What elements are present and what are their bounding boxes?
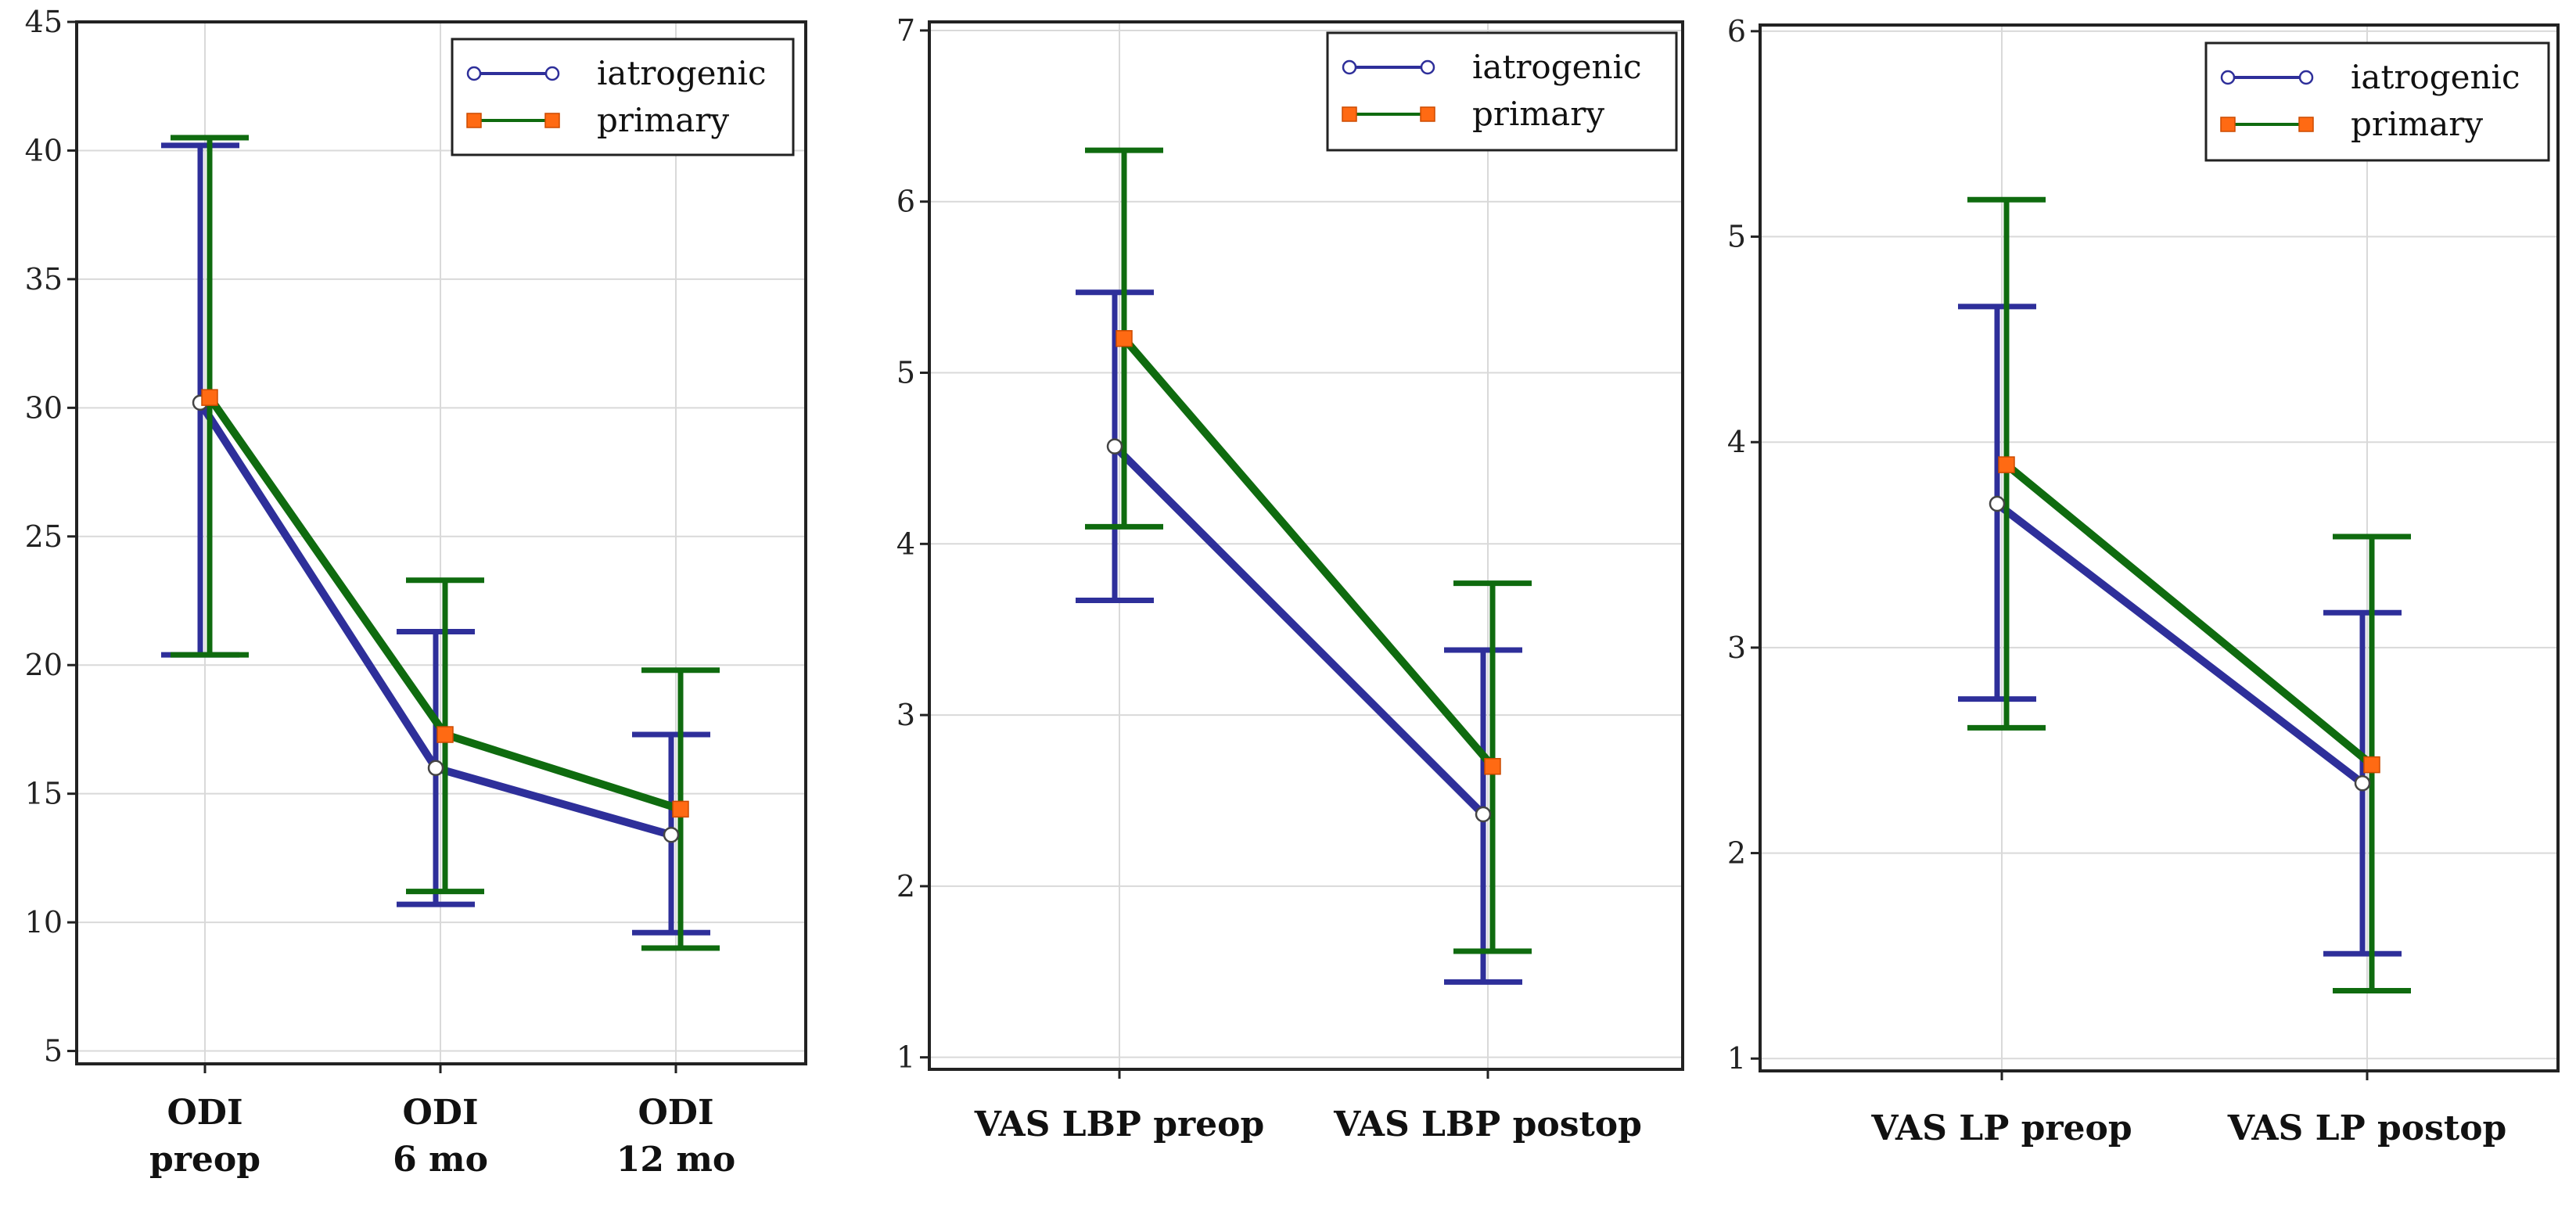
- legend-box: [2204, 41, 2550, 162]
- legend-marker-iatrogenic: [2298, 70, 2314, 85]
- data-point-primary: [1116, 330, 1133, 347]
- legend-label-primary: primary: [2351, 105, 2483, 143]
- legend-marker-primary: [1342, 106, 1357, 122]
- series-line-primary: [1121, 336, 1496, 770]
- data-point-iatrogenic: [2354, 775, 2371, 792]
- legend-label-iatrogenic: iatrogenic: [1472, 48, 1641, 86]
- y-tick-label: 1: [1727, 1041, 1746, 1076]
- x-category-label: 6 mo: [393, 1140, 488, 1180]
- legend-marker-primary: [2220, 117, 2236, 132]
- plot-frame: [928, 20, 1684, 1071]
- legend-label-primary: primary: [1472, 95, 1604, 133]
- x-category-label: ODI: [402, 1093, 478, 1133]
- x-category-label: VAS LP preop: [1870, 1108, 2132, 1148]
- x-category-label: preop: [149, 1140, 260, 1180]
- y-tick-label: 3: [896, 698, 915, 732]
- legend-marker-iatrogenic: [466, 66, 482, 81]
- legend: iatrogenic primary: [451, 38, 795, 156]
- chart-panel-2: 1 2 3 4 5 6 7 VAS LBP preop VAS LBP postop iatrog…: [896, 13, 1684, 1144]
- legend-label-primary: primary: [597, 101, 729, 139]
- x-category-label: VAS LBP postop: [1333, 1105, 1642, 1144]
- y-tick-label: 25: [25, 519, 63, 554]
- data-point-primary: [1484, 757, 1501, 775]
- legend-marker-primary: [544, 113, 560, 128]
- data-point-primary: [672, 800, 689, 818]
- legend-label-iatrogenic: iatrogenic: [2351, 58, 2520, 96]
- legend-marker-iatrogenic: [1342, 59, 1357, 75]
- data-point-primary: [1998, 456, 2015, 473]
- y-tick-label: 6: [896, 185, 915, 219]
- data-point-iatrogenic: [1475, 806, 1492, 823]
- y-tick-label: 5: [44, 1034, 63, 1069]
- data-point-primary: [437, 726, 454, 743]
- y-tick-label: 30: [25, 390, 63, 425]
- y-tick-label: 10: [25, 905, 63, 939]
- y-tick-label: 6: [1727, 14, 1746, 48]
- chart-panel-1: 5 10 15 20 25 30 35 40 45 ODI preop ODI 6 mo ODI 12 mo…: [25, 5, 807, 1180]
- legend-marker-primary: [2298, 117, 2314, 132]
- x-category-label: ODI: [638, 1093, 713, 1133]
- y-tick-label: 20: [25, 648, 63, 682]
- data-point-iatrogenic: [1106, 438, 1123, 454]
- y-tick-label: 2: [1727, 836, 1746, 871]
- y-tick-label: 2: [896, 869, 915, 903]
- legend-marker-iatrogenic: [2220, 70, 2236, 85]
- y-tick-label: 7: [896, 13, 915, 48]
- data-point-primary: [201, 389, 218, 406]
- legend-box: [451, 38, 795, 156]
- y-tick-label: 4: [1727, 425, 1746, 459]
- y-tick-label: 35: [25, 262, 63, 296]
- y-tick-label: 45: [25, 5, 63, 39]
- legend-marker-iatrogenic: [1420, 59, 1435, 75]
- legend-marker-primary: [1420, 106, 1435, 122]
- legend-box: [1326, 31, 1678, 152]
- y-tick-label: 3: [1727, 630, 1746, 665]
- legend: iatrogenic primary: [2204, 41, 2550, 162]
- data-point-iatrogenic: [663, 827, 680, 843]
- y-tick-label: 5: [1727, 220, 1746, 254]
- series-line-iatrogenic: [1994, 501, 2366, 787]
- y-tick-label: 5: [896, 356, 915, 390]
- legend: iatrogenic primary: [1326, 31, 1678, 152]
- plot-frame: [1759, 23, 2560, 1072]
- legend-label-iatrogenic: iatrogenic: [597, 54, 766, 92]
- x-category-label: VAS LP postop: [2227, 1108, 2507, 1148]
- series-line-iatrogenic: [1112, 444, 1486, 817]
- y-tick-label: 4: [896, 526, 915, 561]
- series-line-primary: [2003, 462, 2375, 768]
- chart-panel-3: 1 2 3 4 5 6 VAS LP preop VAS LP postop iatrogeni…: [1727, 14, 2560, 1148]
- data-point-iatrogenic: [427, 760, 444, 777]
- x-category-label: 12 mo: [616, 1140, 735, 1180]
- y-tick-label: 15: [25, 777, 63, 811]
- x-category-label: VAS LBP preop: [974, 1105, 1265, 1144]
- y-tick-label: 1: [896, 1040, 915, 1075]
- x-category-label: ODI: [167, 1093, 243, 1133]
- data-point-iatrogenic: [1989, 495, 2006, 512]
- legend-marker-iatrogenic: [544, 66, 560, 81]
- data-point-primary: [2363, 756, 2380, 774]
- legend-marker-primary: [466, 113, 482, 128]
- y-tick-label: 40: [25, 133, 63, 167]
